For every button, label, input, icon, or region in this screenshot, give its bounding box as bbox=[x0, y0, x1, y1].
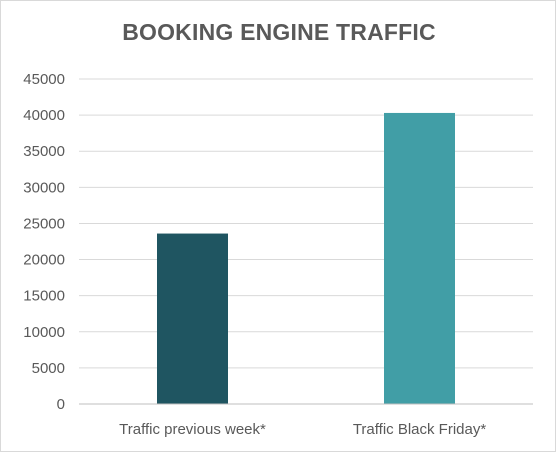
y-tick-label: 45000 bbox=[23, 71, 65, 88]
y-tick-label: 5000 bbox=[32, 360, 65, 377]
y-tick-label: 10000 bbox=[23, 324, 65, 341]
y-tick-label: 25000 bbox=[23, 215, 65, 232]
y-tick-label: 30000 bbox=[23, 179, 65, 196]
bar-1 bbox=[384, 112, 455, 404]
y-tick-label: 35000 bbox=[23, 143, 65, 160]
bars bbox=[157, 112, 455, 404]
gridlines bbox=[79, 78, 533, 369]
axes: 0 5000 10000 15000 20000 25000 30000 35000 40000… bbox=[23, 71, 533, 438]
y-tick-label: 0 bbox=[57, 396, 65, 413]
y-tick-label: 15000 bbox=[23, 288, 65, 305]
bar-0 bbox=[157, 233, 228, 404]
x-tick-label: Traffic previous week* bbox=[119, 421, 266, 438]
y-tick-label: 40000 bbox=[23, 107, 65, 124]
y-tick-label: 20000 bbox=[23, 252, 65, 269]
x-tick-label: Traffic Black Friday* bbox=[353, 421, 487, 438]
chart-title: BOOKING ENGINE TRAFFIC bbox=[122, 19, 436, 45]
